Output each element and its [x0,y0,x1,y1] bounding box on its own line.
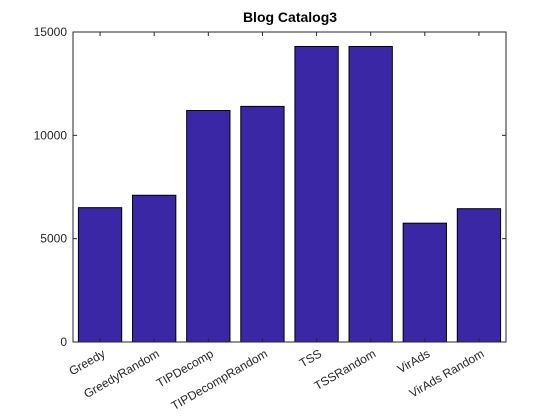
x-tick-label: TIPDecompRandom [169,346,270,412]
bar-greedyrandom [132,194,177,343]
bar-tss [294,45,339,343]
x-tick-label: TSSRandom [312,346,378,392]
bar-tssrandom [348,45,393,343]
bar-virads [402,222,447,343]
x-tick-label: VirAds [395,346,432,376]
y-tick-label: 0 [60,335,67,349]
bar-virads-random [456,208,502,343]
bar-tipdecomprandom [240,105,285,343]
axes-box [72,31,507,343]
x-tick-label: TSS [297,346,324,370]
y-tick-label: 15000 [34,25,68,39]
bar-greedy [77,207,123,343]
y-tick-label: 10000 [34,128,68,142]
x-tick-label: Greedy [66,346,107,378]
bars-group [77,45,502,343]
bar-tipdecomp [186,110,231,343]
y-tick-label: 5000 [40,232,67,246]
y-axis: 0 5000 10000 15000 [34,25,506,349]
chart-title: Blog Catalog3 [243,9,337,25]
